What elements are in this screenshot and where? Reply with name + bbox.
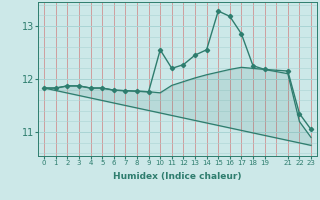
X-axis label: Humidex (Indice chaleur): Humidex (Indice chaleur) bbox=[113, 172, 242, 181]
